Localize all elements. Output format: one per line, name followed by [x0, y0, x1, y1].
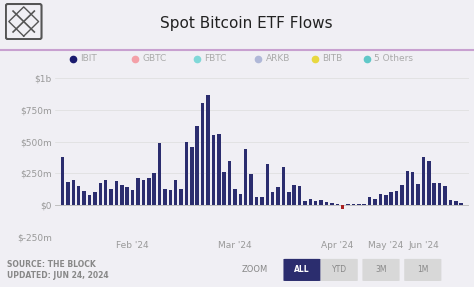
Bar [454, 201, 457, 205]
Bar [212, 135, 215, 205]
Text: ZOOM: ZOOM [242, 265, 268, 274]
Bar [330, 203, 334, 205]
Text: SOURCE: THE BLOCK
UPDATED: JUN 24, 2024: SOURCE: THE BLOCK UPDATED: JUN 24, 2024 [7, 260, 109, 280]
Bar [88, 195, 91, 205]
Bar [449, 200, 452, 205]
Bar [411, 172, 414, 205]
Bar [153, 173, 156, 205]
Bar [109, 189, 113, 205]
Bar [416, 184, 420, 205]
Bar [390, 192, 393, 205]
Bar [352, 204, 355, 205]
Bar [233, 189, 237, 205]
Bar [185, 141, 188, 205]
Bar [432, 183, 436, 205]
Bar [271, 192, 274, 205]
Bar [373, 199, 377, 205]
Bar [314, 201, 318, 205]
Bar [427, 161, 430, 205]
Bar [459, 203, 463, 205]
FancyBboxPatch shape [283, 259, 320, 281]
Bar [244, 149, 247, 205]
Bar [341, 205, 345, 209]
Bar [260, 197, 264, 205]
Bar [136, 179, 140, 205]
Bar [287, 192, 291, 205]
Bar [120, 185, 124, 205]
Text: YTD: YTD [332, 265, 347, 274]
Bar [363, 204, 366, 205]
Bar [406, 171, 409, 205]
FancyBboxPatch shape [320, 259, 358, 281]
Bar [93, 192, 97, 205]
FancyBboxPatch shape [404, 259, 441, 281]
Bar [346, 204, 350, 205]
Bar [400, 185, 404, 205]
Bar [174, 180, 177, 205]
Bar [282, 167, 285, 205]
Bar [336, 204, 339, 205]
Text: 5 Others: 5 Others [374, 54, 413, 63]
Bar [61, 157, 64, 205]
Bar [169, 190, 172, 205]
FancyBboxPatch shape [363, 259, 400, 281]
Bar [222, 172, 226, 205]
Bar [325, 202, 328, 205]
Bar [131, 191, 134, 205]
Bar [147, 179, 151, 205]
Bar [422, 157, 425, 205]
Text: IBIT: IBIT [81, 54, 97, 63]
Bar [142, 180, 145, 205]
Bar [99, 183, 102, 205]
Bar [309, 199, 312, 205]
Bar [298, 186, 301, 205]
Bar [368, 197, 371, 205]
Bar [77, 186, 81, 205]
Bar [443, 186, 447, 205]
Bar [255, 197, 258, 205]
Bar [319, 200, 323, 205]
Bar [126, 187, 129, 205]
Bar [438, 183, 441, 205]
Bar [206, 95, 210, 205]
Bar [228, 161, 231, 205]
Bar [72, 180, 75, 205]
Bar [158, 143, 161, 205]
Bar [395, 191, 398, 205]
Bar [190, 147, 193, 205]
Bar [303, 201, 307, 205]
Text: ALL: ALL [294, 265, 310, 274]
Bar [249, 174, 253, 205]
Bar [384, 195, 388, 205]
Bar [292, 185, 296, 205]
Bar [217, 134, 220, 205]
Bar [115, 181, 118, 205]
Bar [66, 182, 70, 205]
Bar [238, 194, 242, 205]
Bar [201, 104, 204, 205]
Bar [82, 191, 86, 205]
Bar [195, 126, 199, 205]
Bar [357, 203, 361, 205]
Bar [379, 194, 382, 205]
Bar [104, 180, 108, 205]
Bar [163, 189, 167, 205]
Bar [265, 164, 269, 205]
Bar [276, 187, 280, 205]
Text: 3M: 3M [375, 265, 387, 274]
Text: BITB: BITB [322, 54, 343, 63]
Text: 1M: 1M [417, 265, 428, 274]
Bar [179, 189, 183, 205]
Text: ARKB: ARKB [265, 54, 290, 63]
Text: Spot Bitcoin ETF Flows: Spot Bitcoin ETF Flows [160, 16, 333, 31]
Text: GBTC: GBTC [142, 54, 166, 63]
Text: FBTC: FBTC [204, 54, 226, 63]
